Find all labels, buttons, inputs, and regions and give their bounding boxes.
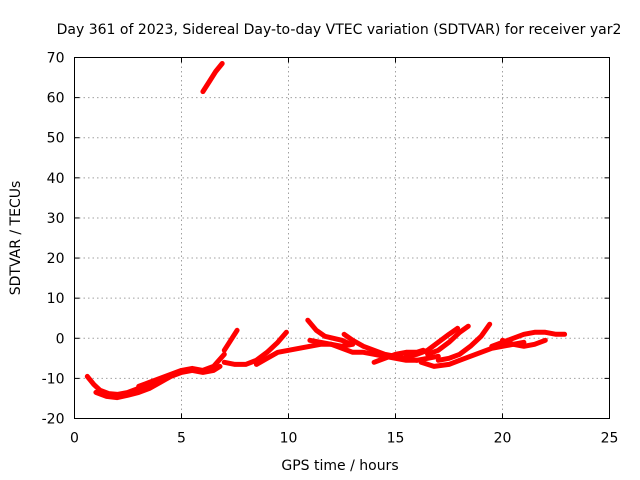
series-arc-12 xyxy=(403,325,461,359)
y-tick-label: 60 xyxy=(47,91,65,107)
series-arc-8 xyxy=(305,317,354,347)
series-arc-15 xyxy=(418,339,527,369)
y-tick-label: 30 xyxy=(47,211,65,227)
series-arc-13 xyxy=(425,323,471,357)
x-axis-label: GPS time / hours xyxy=(281,458,398,474)
y-tick-label: 40 xyxy=(47,171,65,187)
plot-frame xyxy=(74,57,610,419)
y-tick-label: 50 xyxy=(47,131,65,147)
axis-ticks: 0 5 10 15 20 25 -20 -10 0 10 20 30 40 50 60 70 xyxy=(42,51,619,447)
data-series xyxy=(84,61,568,401)
series-arc-5 xyxy=(221,327,240,353)
x-tick-label: 10 xyxy=(280,431,298,447)
x-tick-label: 25 xyxy=(601,431,619,447)
grid-lines xyxy=(74,57,610,419)
y-tick-label: 0 xyxy=(56,331,65,347)
y-tick-label: -20 xyxy=(42,412,65,428)
x-tick-label: 20 xyxy=(494,431,512,447)
chart-title: Day 361 of 2023, Sidereal Day-to-day VTE… xyxy=(57,22,622,38)
y-tick-label: 70 xyxy=(47,51,65,67)
y-tick-label: 10 xyxy=(47,291,65,307)
series-arc-14 xyxy=(435,321,493,363)
y-tick-label: 20 xyxy=(47,251,65,267)
x-tick-label: 0 xyxy=(70,431,79,447)
x-tick-label: 15 xyxy=(387,431,405,447)
y-tick-label: -10 xyxy=(42,371,65,387)
series-arc-1 xyxy=(200,61,225,95)
series-arc-4 xyxy=(136,351,227,389)
series-arc-6 xyxy=(221,329,289,367)
y-axis-label: SDTVAR / TECUs xyxy=(8,181,24,296)
series-arc-17 xyxy=(500,337,548,349)
x-tick-label: 5 xyxy=(177,431,186,447)
